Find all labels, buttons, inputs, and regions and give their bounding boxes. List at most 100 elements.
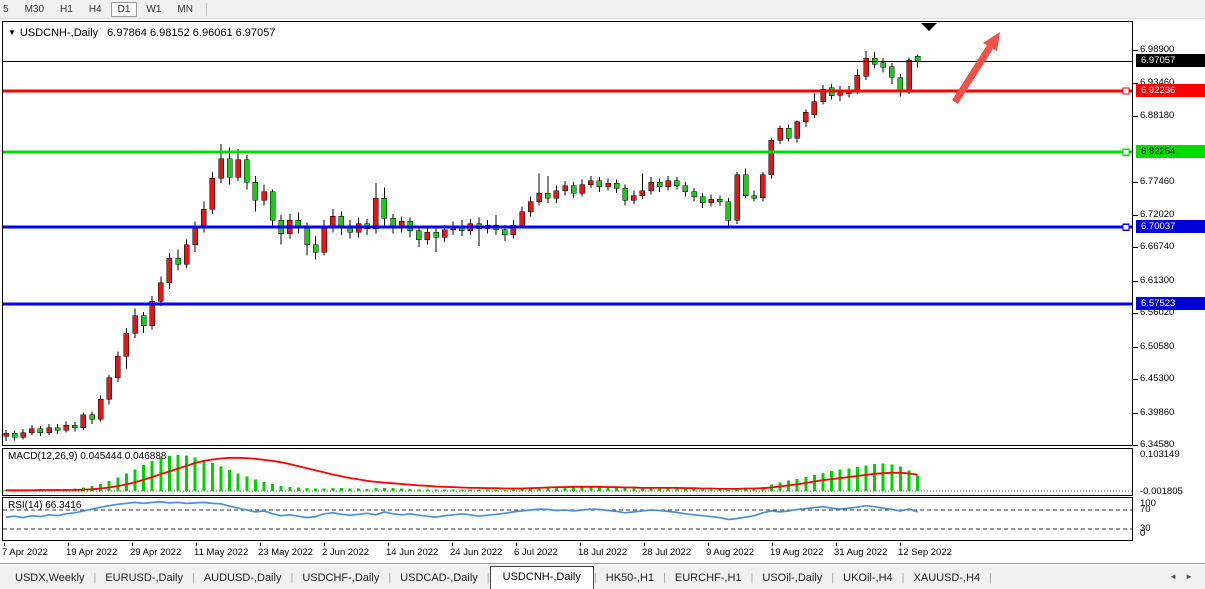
timeframe-toolbar: 5 M30 H1 H4 D1 W1 MN <box>0 0 1205 19</box>
date-tick-label: 18 Jul 2022 <box>578 547 628 558</box>
tab-separator: | <box>989 572 993 584</box>
chart-tab-hk50[interactable]: HK50-,H1 <box>605 572 655 584</box>
date-tick-label: 23 May 2022 <box>258 547 313 558</box>
macd-indicator-panel[interactable]: MACD(12,26,9) 0.045444 0.046888 <box>2 448 1133 496</box>
rsi-indicator-panel[interactable]: RSI(14) 66.3416 <box>2 497 1133 541</box>
price-tick-mark <box>1133 247 1138 248</box>
date-tick-label: 6 Jul 2022 <box>514 547 558 558</box>
chart-tab-ukoil[interactable]: UKOil-,H4 <box>843 572 893 584</box>
timeframe-button-w1[interactable]: W1 <box>146 3 162 15</box>
price-tick-label: 6.88180 <box>1140 110 1175 121</box>
price-tick-mark <box>1133 215 1138 216</box>
tab-scroll-right-icon[interactable]: ► <box>1185 572 1193 581</box>
date-tick-mark <box>452 543 453 546</box>
chart-tab-bar: USDX,Weekly | EURUSD-,Daily | AUDUSD-,Daily |… <box>0 563 1205 589</box>
date-tick-mark <box>68 543 69 546</box>
chart-tab-eurchf[interactable]: EURCHF-,H1 <box>674 572 742 584</box>
date-tick-label: 28 Jul 2022 <box>642 547 692 558</box>
chart-tab-usdchf[interactable]: USDCHF-,Daily <box>302 572 380 584</box>
horizontal-line-objects[interactable] <box>3 60 1132 306</box>
price-chart-panel[interactable]: ▼ USDCNH-,Daily 6.97864 6.98152 6.96061 6.… <box>2 21 1133 446</box>
red-arrow-icon[interactable] <box>952 32 1000 104</box>
timeframe-button-h4[interactable]: H4 <box>88 3 102 15</box>
price-tick-label: 6.39860 <box>1140 407 1175 418</box>
tab-separator: | <box>750 572 754 584</box>
price-tick-label: 6.50580 <box>1140 341 1175 352</box>
chart-tab-eurusd[interactable]: EURUSD-,Daily <box>105 572 183 584</box>
chart-ohlc-values: 6.97864 6.98152 6.96061 6.97057 <box>107 27 276 39</box>
timeframe-button-5[interactable]: 5 <box>3 3 9 15</box>
timeframe-button-m30[interactable]: M30 <box>24 3 45 15</box>
date-tick-label: 11 May 2022 <box>194 547 249 558</box>
date-tick-mark <box>196 543 197 546</box>
price-tick-mark <box>1133 116 1138 117</box>
chart-tab-xauusd[interactable]: XAUUSD-,H4 <box>913 572 981 584</box>
price-tick-mark <box>1133 445 1138 446</box>
timeframe-button-mn[interactable]: MN <box>177 3 193 15</box>
date-tick-label: 19 Apr 2022 <box>66 547 118 558</box>
toolbar-separator <box>205 2 207 16</box>
date-tick-label: 29 Apr 2022 <box>130 547 182 558</box>
rsi-axis-label: 0 <box>1140 528 1146 539</box>
price-tick-label: 6.98900 <box>1140 44 1175 55</box>
price-badge: 6.82254 <box>1136 145 1205 158</box>
date-tick-mark <box>708 543 709 546</box>
time-axis[interactable]: 7 Apr 2022 19 Apr 2022 29 Apr 2022 11 May 2… <box>0 543 1133 563</box>
macd-label: MACD(12,26,9) 0.045444 0.046888 <box>8 451 167 462</box>
candlestick-series <box>3 51 921 442</box>
tab-scroll-left-icon[interactable]: ◄ <box>1169 572 1178 581</box>
date-tick-label: 24 Jun 2022 <box>450 547 503 558</box>
chart-tab-usdx[interactable]: USDX,Weekly <box>15 572 85 584</box>
price-tick-mark <box>1133 50 1138 51</box>
tab-scroll-arrows: ◄ ► <box>1169 572 1205 589</box>
rsi-axis-label: 70 <box>1140 504 1151 515</box>
date-tick-mark <box>836 543 837 546</box>
candlestick-chart <box>3 23 1132 442</box>
price-badge: 6.70037 <box>1136 220 1205 233</box>
price-tick-mark <box>1133 313 1138 314</box>
chart-tab-usdcnh[interactable]: USDCNH-,Daily <box>489 566 594 589</box>
tab-separator: | <box>593 572 597 584</box>
date-tick-mark <box>132 543 133 546</box>
date-tick-label: 31 Aug 2022 <box>834 547 888 558</box>
tab-separator: | <box>831 572 835 584</box>
macd-axis-max-label: 0.103149 <box>1140 449 1180 460</box>
tab-separator: | <box>901 572 905 584</box>
triangle-marker-icon[interactable] <box>921 23 937 31</box>
tab-separator: | <box>486 572 490 584</box>
chart-title: ▼ USDCNH-,Daily 6.97864 6.98152 6.96061 6.… <box>8 27 275 39</box>
price-tick-label: 6.77460 <box>1140 176 1175 187</box>
price-tick-mark <box>1133 83 1138 84</box>
date-tick-label: 2 Jun 2022 <box>322 547 370 558</box>
date-tick-mark <box>516 543 517 546</box>
rsi-label: RSI(14) 66.3416 <box>8 500 82 511</box>
date-tick-mark <box>772 543 773 546</box>
date-tick-label: 9 Aug 2022 <box>706 547 755 558</box>
chart-tab-audusd[interactable]: AUDUSD-,Daily <box>203 572 282 584</box>
timeframe-button-h1[interactable]: H1 <box>60 3 73 15</box>
timeframe-button-d1[interactable]: D1 <box>110 1 138 17</box>
rsi-axis-label: 30 <box>1140 523 1151 534</box>
tab-separator: | <box>388 572 392 584</box>
price-tick-label: 6.72020 <box>1140 209 1175 220</box>
price-badge: 6.97057 <box>1136 54 1205 67</box>
date-tick-label: 12 Sep 2022 <box>898 547 952 558</box>
price-badge: 6.92236 <box>1136 84 1205 97</box>
macd-chart <box>3 455 1132 492</box>
date-tick-label: 19 Aug 2022 <box>770 547 824 558</box>
dropdown-triangle-icon[interactable]: ▼ <box>8 28 16 37</box>
date-tick-mark <box>324 543 325 546</box>
chart-tab-usoil[interactable]: USOil-,Daily <box>762 572 823 584</box>
price-tick-mark <box>1133 413 1138 414</box>
rsi-axis-label: 100 <box>1140 498 1156 509</box>
price-tick-label: 6.93460 <box>1140 77 1175 88</box>
price-tick-mark <box>1133 182 1138 183</box>
rsi-line <box>5 501 918 521</box>
date-tick-mark <box>900 543 901 546</box>
macd-axis-min-label: -0.001805 <box>1140 486 1183 497</box>
tab-separator: | <box>191 572 195 584</box>
tab-separator: | <box>663 572 666 584</box>
chart-tab-usdcad[interactable]: USDCAD-,Daily <box>400 572 478 584</box>
date-tick-mark <box>388 543 389 546</box>
price-badge: 6.57523 <box>1136 297 1205 310</box>
